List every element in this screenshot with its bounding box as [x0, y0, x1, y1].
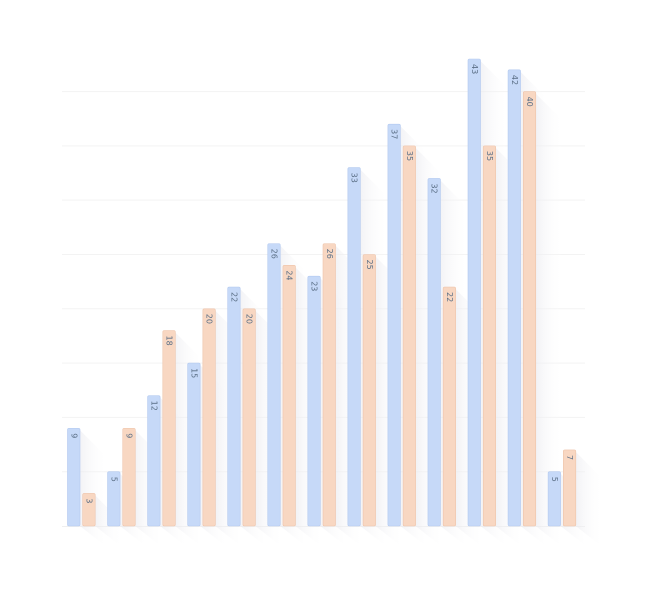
bar-series-1 [507, 69, 521, 527]
bar-value-label: 32 [430, 183, 439, 193]
bar-shadow [575, 451, 604, 548]
bar-value-label: 35 [485, 151, 494, 161]
bar-value-label: 23 [310, 281, 319, 291]
bar-series-1 [147, 395, 161, 527]
bar-series-1 [307, 275, 321, 527]
bar-labels: 9359121815202220262423263325373532224335… [69, 64, 574, 504]
bar-series-2 [562, 449, 577, 527]
bar-value-label: 22 [445, 292, 454, 302]
bar-series-2 [482, 145, 497, 527]
bar-value-label: 26 [270, 249, 279, 259]
bar-value-label: 18 [165, 336, 174, 346]
bar-value-label: 26 [325, 249, 334, 259]
bar-series-1 [427, 178, 441, 527]
bar-value-label: 43 [470, 64, 479, 74]
bar-series-2 [242, 308, 256, 527]
bar-value-label: 20 [205, 314, 214, 324]
bar-series-1 [267, 243, 281, 527]
bar-value-label: 5 [550, 477, 559, 482]
bar-value-label: 33 [350, 173, 359, 183]
bar-series-1 [387, 123, 401, 527]
bar-series-1 [107, 471, 121, 527]
bar-series-2 [82, 493, 96, 527]
bar-series-2 [162, 330, 176, 527]
bar-value-label: 12 [149, 401, 158, 411]
bar-series-2 [402, 145, 416, 527]
bar-series-2 [122, 427, 136, 527]
bar-series-2 [282, 265, 296, 527]
bar-value-label: 9 [125, 433, 134, 438]
bar-series-1 [67, 427, 81, 527]
bar-value-label: 9 [69, 433, 78, 438]
bar-value-label: 15 [189, 368, 198, 378]
bar-value-label: 40 [525, 97, 534, 107]
bar-value-label: 22 [229, 292, 238, 302]
bar-value-label: 42 [510, 75, 519, 85]
bar-shadow [535, 93, 564, 549]
bars [67, 58, 577, 527]
bar-value-label: 20 [245, 314, 254, 324]
bar-value-label: 25 [365, 259, 374, 269]
bar-value-label: 7 [565, 455, 574, 460]
bar-value-label: 35 [405, 151, 414, 161]
bar-series-1 [467, 58, 481, 527]
bar-series-2 [202, 308, 216, 527]
bar-series-1 [227, 286, 241, 527]
bar-value-label: 24 [285, 270, 294, 280]
bar-series-2 [442, 286, 456, 527]
bar-value-label: 37 [390, 129, 399, 139]
bar-series-1 [187, 362, 201, 527]
bar-series-1 [547, 471, 561, 527]
bar-series-1 [347, 167, 361, 527]
bar-series-2 [362, 254, 376, 527]
bar-value-label: 3 [84, 498, 93, 503]
bar-series-2 [522, 91, 537, 527]
bar-series-2 [322, 243, 336, 527]
bar-value-label: 5 [109, 477, 118, 482]
